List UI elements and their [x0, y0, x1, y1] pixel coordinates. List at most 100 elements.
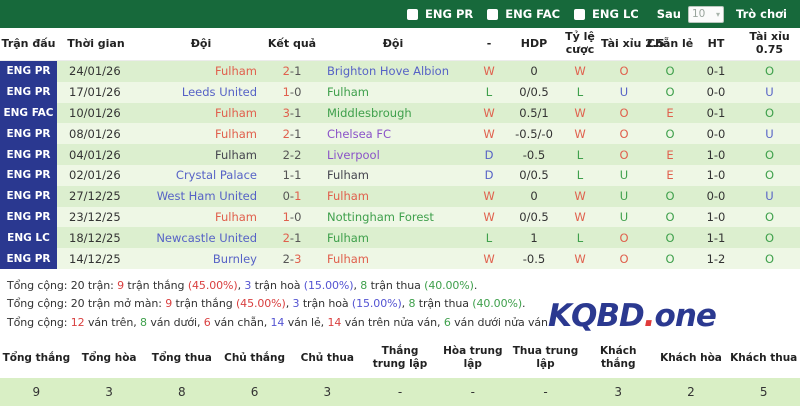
away-team-cell: Brighton Hove Albion — [317, 61, 469, 82]
league-filter-checkbox[interactable] — [487, 8, 499, 20]
stats-value: - — [543, 385, 548, 400]
score-separator: - — [289, 230, 295, 245]
away-score: 1 — [294, 168, 302, 183]
score-separator: - — [289, 209, 295, 224]
stats-col-header: Thua trung lập — [512, 344, 579, 371]
game-button[interactable]: Trò chơi — [735, 7, 787, 21]
summary-segment: trận thắng — [124, 278, 188, 292]
last-n-select[interactable]: 10 ▾ — [687, 5, 724, 23]
match-score: 2 - 1 — [267, 227, 317, 248]
score-separator: - — [289, 126, 295, 141]
league-badge: ENG PR — [0, 248, 57, 269]
away-team-link[interactable]: Middlesbrough — [327, 105, 412, 120]
away-team-cell: Nottingham Forest — [317, 207, 469, 228]
away-team-link[interactable]: Fulham — [327, 189, 370, 204]
summary-segment: (15.00%) — [351, 297, 402, 311]
away-team-link[interactable]: Chelsea FC — [327, 126, 392, 141]
home-team-link[interactable]: Crystal Palace — [175, 168, 257, 183]
col-header: Kết quả — [267, 36, 317, 50]
home-team-link[interactable]: Fulham — [214, 126, 257, 141]
away-team-link[interactable]: Liverpool — [327, 147, 380, 162]
col-header: Tài xỉu 0.75 — [749, 30, 790, 56]
summary-segment: (40.00%) — [472, 297, 523, 311]
over-under-25-cell: O — [619, 147, 629, 162]
summary-segment: ván dưới, — [146, 315, 204, 329]
match-row: ENG PR 23/12/25 Fulham 1 - 0 Nottingham Fore… — [0, 206, 800, 228]
over-under-25-cell: U — [619, 168, 629, 183]
odds-result-cell: W — [574, 126, 586, 141]
match-score: 2 - 2 — [267, 144, 317, 165]
sau-label: Sau — [656, 7, 681, 21]
stats-value: 3 — [323, 385, 332, 400]
league-badge: ENG PR — [0, 164, 57, 186]
odd-even-cell: O — [665, 251, 675, 266]
away-team-cell: Fulham — [317, 165, 469, 186]
away-score: 0 — [294, 85, 302, 100]
over-under-25-cell: O — [619, 64, 629, 79]
summary-segment: 8 — [140, 315, 147, 329]
logo-dot: . — [643, 298, 656, 334]
league-filter-label[interactable]: ENG PR — [425, 7, 474, 21]
summary-segment: . — [522, 297, 526, 311]
match-row: ENG PR 14/12/25 Burnley 2 - 3 Fulham W -0.5 W O O… — [0, 248, 800, 269]
odds-result-cell: L — [576, 85, 584, 100]
summary-segment: Tổng cộng: 20 trận: — [7, 278, 118, 292]
logo-tld: one — [654, 298, 717, 334]
hdp-cell: -0.5/-0 — [515, 126, 553, 141]
league-filter-checkbox[interactable] — [574, 8, 586, 20]
away-team-link[interactable]: Brighton Hove Albion — [327, 64, 449, 79]
match-row: ENG PR 17/01/26 Leeds United 1 - 0 Fulham L 0/… — [0, 81, 800, 103]
away-team-link[interactable]: Fulham — [327, 251, 370, 266]
odds-result-cell: W — [574, 64, 586, 79]
league-filter-label[interactable]: ENG LC — [592, 7, 639, 21]
home-team-link[interactable]: Leeds United — [181, 85, 257, 100]
col-header: Trận đấu — [1, 36, 56, 50]
home-score: 2 — [282, 147, 290, 162]
odds-result-cell: W — [574, 209, 586, 224]
away-team-cell: Fulham — [317, 227, 469, 248]
stats-col-header: Tổng thắng — [2, 351, 71, 364]
summary-segment: trận hoà — [299, 297, 352, 311]
home-team-link[interactable]: Fulham — [214, 105, 257, 120]
away-team-link[interactable]: Fulham — [327, 230, 370, 245]
home-team-link[interactable]: Burnley — [212, 251, 257, 266]
match-score: 1 - 1 — [267, 165, 317, 186]
col-header: - — [486, 36, 492, 50]
halftime-score-cell: 0-0 — [706, 189, 726, 204]
col-header: Đội — [382, 36, 404, 50]
summary-segment: (45.00%) — [187, 278, 238, 292]
summary-line: Tổng cộng: 20 trận mở màn: 9 trận thắng … — [7, 295, 800, 314]
away-team-link[interactable]: Nottingham Forest — [327, 209, 434, 224]
summary-segment: Tổng cộng: 20 trận mở màn: — [7, 297, 166, 311]
halftime-score-cell: 0-0 — [706, 85, 726, 100]
league-filter-checkbox[interactable] — [407, 8, 419, 20]
away-team-link[interactable]: Fulham — [327, 168, 370, 183]
summary-line: Tổng cộng: 12 ván trên, 8 ván dưới, 6 vá… — [7, 314, 800, 333]
odd-even-cell: E — [666, 147, 674, 162]
home-team-link[interactable]: West Ham United — [156, 189, 257, 204]
summary-segment: trận thua — [415, 297, 473, 311]
home-team-link[interactable]: Newcastle United — [156, 230, 257, 245]
over-under-25-cell: U — [619, 85, 629, 100]
home-team-cell: Burnley — [135, 248, 267, 269]
match-date: 23/12/25 — [69, 209, 121, 224]
home-team-link[interactable]: Fulham — [214, 209, 257, 224]
summary-segment: trận hoà — [251, 278, 304, 292]
summary-segment: ván trên nửa ván, — [341, 315, 444, 329]
match-score: 0 - 1 — [267, 186, 317, 207]
score-separator: - — [289, 85, 295, 100]
match-row: ENG PR 02/01/26 Crystal Palace 1 - 1 Fulham D… — [0, 164, 800, 186]
odd-even-cell: O — [665, 85, 675, 100]
league-filter-label[interactable]: ENG FAC — [505, 7, 561, 21]
stats-col-header: Chủ thua — [300, 351, 354, 364]
over-under-075-cell: O — [764, 168, 775, 183]
home-score: 0 — [282, 189, 290, 204]
summary-segment: trận thắng — [172, 297, 236, 311]
hdp-cell: -0.5 — [522, 251, 546, 266]
stats-value: - — [470, 385, 475, 400]
away-team-link[interactable]: Fulham — [327, 85, 370, 100]
home-team-link[interactable]: Fulham — [214, 147, 257, 162]
home-team-link[interactable]: Fulham — [214, 64, 257, 79]
col-header: Đội — [190, 36, 212, 50]
result-cell: W — [483, 189, 495, 204]
